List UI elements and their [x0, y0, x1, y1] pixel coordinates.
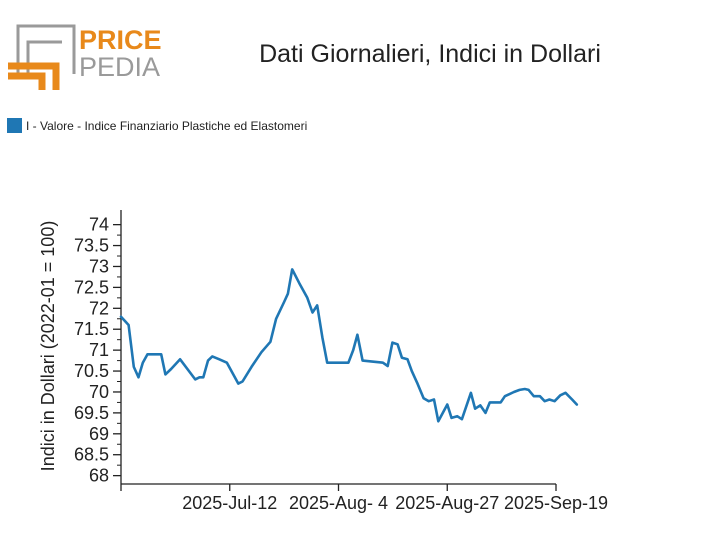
logo-word-price: PRICE: [79, 25, 162, 55]
y-tick-label: 72.5: [74, 277, 109, 297]
y-tick-label: 69: [89, 424, 109, 444]
logo-mark-icon: [8, 24, 76, 90]
y-tick-label: 68.5: [74, 445, 109, 465]
y-axis-title: Indici in Dollari (2022-01 = 100): [38, 221, 58, 472]
y-tick-label: 71: [89, 340, 109, 360]
chart-title: Dati Giornalieri, Indici in Dollari: [259, 40, 601, 68]
plot-area: [119, 268, 579, 423]
pricepedia-logo: PRICE PEDIA: [8, 24, 162, 90]
logo-word-pedia: PEDIA: [79, 52, 160, 82]
y-tick-label: 70.5: [74, 361, 109, 381]
x-tick-label: 2025-Sep-19: [504, 493, 608, 513]
y-tick-label: 68: [89, 466, 109, 486]
x-tick-label: 2025-Aug-27: [395, 493, 499, 513]
y-tick-label: 70: [89, 382, 109, 402]
y-tick-label: 73: [89, 256, 109, 276]
x-tick-label: 2025-Aug- 4: [289, 493, 388, 513]
y-tick-label: 71.5: [74, 319, 109, 339]
x-tick-label: 2025-Jul-12: [182, 493, 277, 513]
legend[interactable]: I - Valore - Indice Finanziario Plastich…: [7, 118, 307, 133]
series-line: [119, 268, 579, 423]
y-tick-label: 72: [89, 298, 109, 318]
y-tick-label: 73.5: [74, 236, 109, 256]
legend-label: I - Valore - Indice Finanziario Plastich…: [26, 118, 308, 133]
y-tick-label: 74: [89, 215, 109, 235]
y-tick-label: 69.5: [74, 403, 109, 423]
legend-swatch: [7, 118, 22, 133]
